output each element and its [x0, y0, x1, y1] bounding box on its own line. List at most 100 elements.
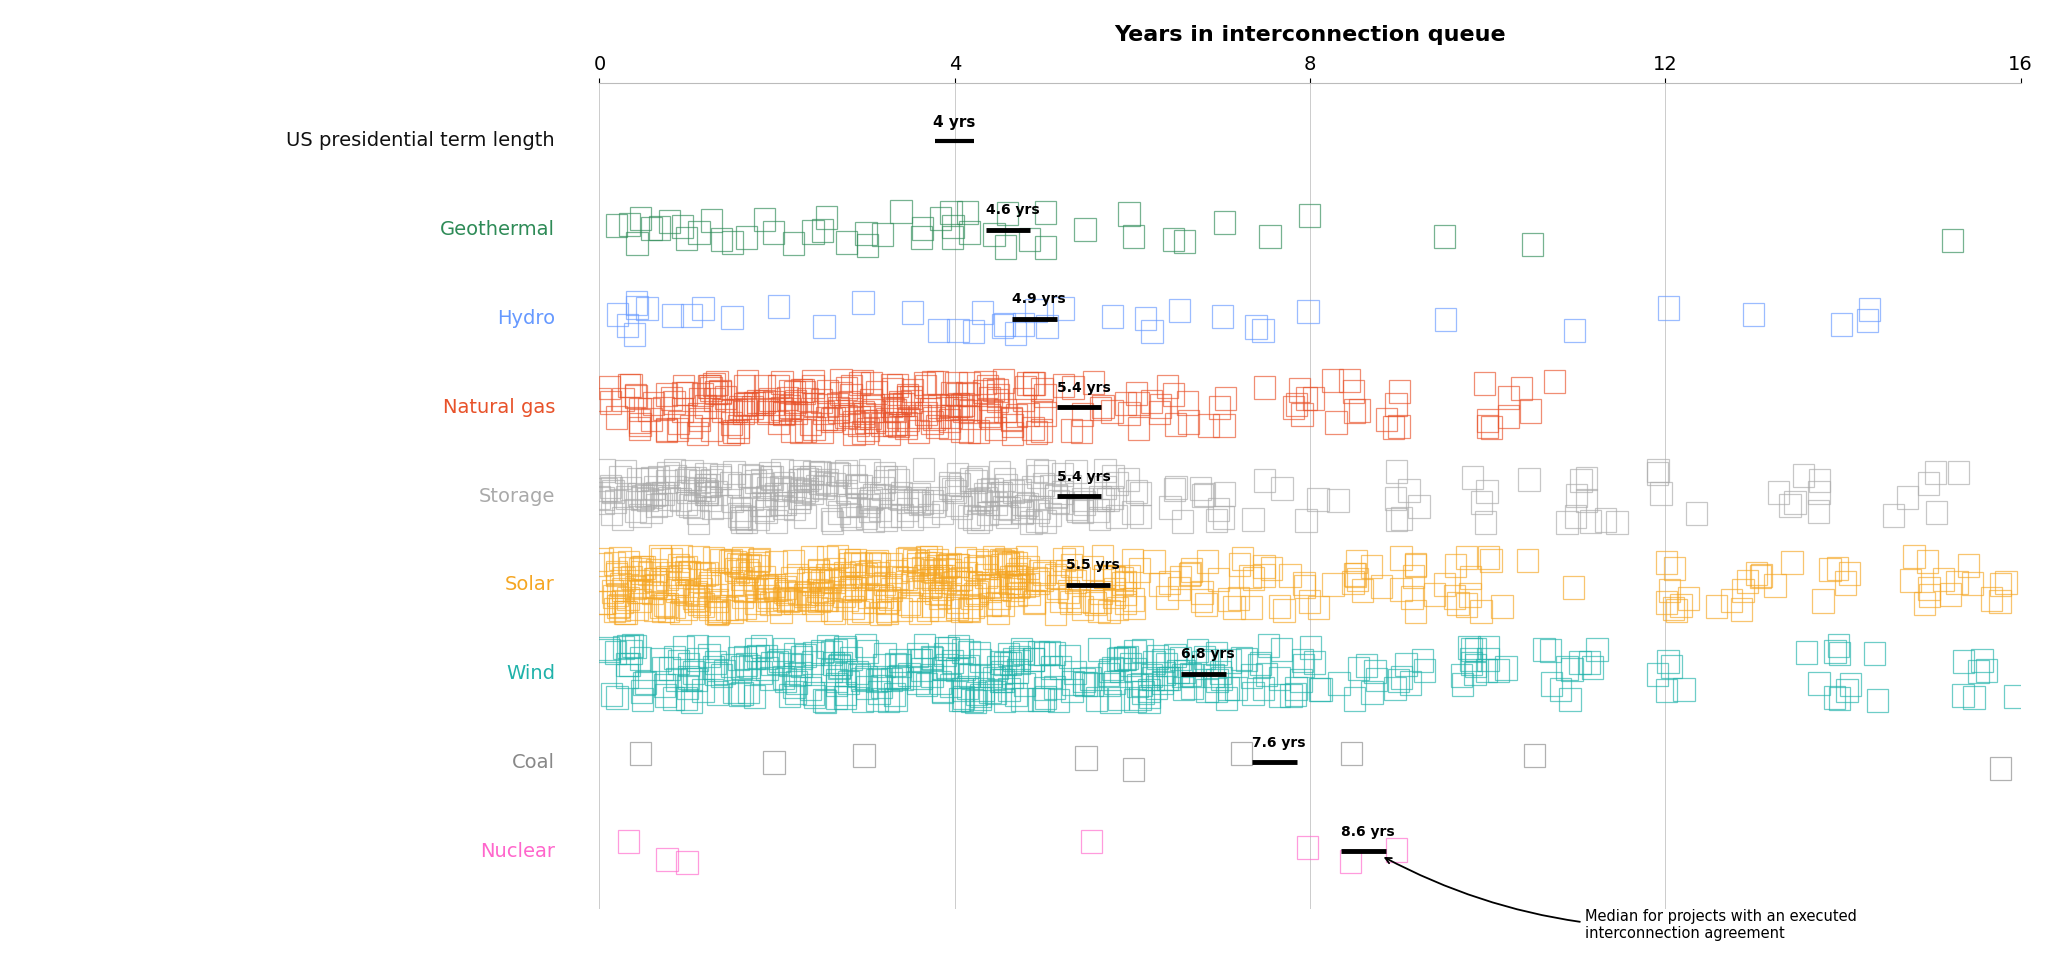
Bar — [719, 399, 739, 422]
Bar — [1004, 579, 1024, 602]
Bar — [967, 510, 989, 533]
Bar — [1808, 672, 1829, 695]
Bar — [952, 686, 975, 709]
Bar — [1171, 665, 1194, 687]
Bar — [795, 643, 817, 667]
Bar — [844, 596, 864, 619]
Bar — [745, 598, 768, 621]
Bar — [961, 689, 983, 712]
Bar — [952, 688, 973, 711]
Bar — [897, 412, 918, 435]
Bar — [1110, 659, 1130, 682]
Bar — [866, 381, 887, 404]
Bar — [788, 582, 809, 605]
Bar — [676, 850, 698, 873]
Bar — [895, 567, 918, 589]
Bar — [743, 571, 766, 594]
Bar — [958, 641, 979, 665]
Bar — [1239, 565, 1260, 587]
Bar — [1268, 595, 1290, 618]
Bar — [688, 408, 711, 431]
Bar — [981, 664, 1001, 687]
Bar — [752, 497, 774, 521]
Bar — [776, 386, 799, 410]
Bar — [817, 564, 838, 587]
Bar — [889, 393, 911, 416]
Bar — [1149, 394, 1171, 417]
Bar — [721, 654, 743, 677]
Bar — [1229, 553, 1249, 576]
Text: 4.6 yrs: 4.6 yrs — [985, 203, 1040, 217]
Bar — [733, 376, 756, 398]
Bar — [909, 649, 930, 672]
Bar — [807, 560, 829, 582]
Bar — [1303, 386, 1323, 410]
Bar — [856, 640, 879, 664]
Bar — [844, 411, 864, 434]
Bar — [727, 647, 750, 670]
Bar — [1655, 591, 1677, 614]
Bar — [668, 418, 688, 441]
Bar — [860, 406, 881, 429]
Bar — [930, 207, 950, 230]
Bar — [969, 419, 989, 442]
Bar — [1049, 490, 1069, 513]
Bar — [1075, 672, 1096, 696]
Bar — [856, 667, 877, 690]
Bar — [807, 579, 827, 602]
Bar — [709, 599, 729, 622]
Bar — [1991, 573, 2011, 596]
Bar — [1122, 587, 1145, 611]
Bar — [1171, 510, 1194, 533]
Bar — [1243, 682, 1264, 705]
Bar — [913, 635, 934, 658]
Bar — [1128, 558, 1151, 582]
Bar — [633, 556, 655, 580]
Bar — [1044, 676, 1065, 699]
Bar — [819, 569, 842, 592]
Bar — [657, 599, 678, 622]
Bar — [627, 292, 647, 315]
Bar — [922, 567, 942, 590]
Bar — [938, 410, 961, 433]
Bar — [1044, 484, 1067, 507]
Bar — [1053, 298, 1073, 321]
Bar — [836, 480, 858, 503]
Bar — [649, 647, 672, 670]
Bar — [922, 490, 944, 513]
Bar — [1065, 460, 1087, 483]
Bar — [799, 588, 821, 611]
Bar — [1010, 484, 1030, 507]
Bar — [932, 501, 954, 524]
Bar — [1831, 313, 1851, 336]
Bar — [598, 376, 621, 399]
Bar — [602, 480, 625, 503]
Bar — [1122, 549, 1143, 572]
Text: Wind: Wind — [506, 665, 555, 683]
Bar — [928, 585, 950, 609]
Bar — [803, 461, 823, 484]
Bar — [594, 459, 616, 482]
Bar — [1071, 596, 1094, 619]
Bar — [887, 566, 907, 589]
Bar — [993, 496, 1014, 519]
Bar — [940, 674, 961, 697]
Bar — [891, 598, 911, 621]
Bar — [797, 478, 817, 501]
Bar — [1290, 668, 1311, 692]
Bar — [784, 392, 805, 415]
Bar — [885, 574, 905, 597]
Bar — [629, 398, 651, 421]
Bar — [1104, 670, 1126, 694]
Bar — [989, 586, 1010, 610]
Bar — [1540, 672, 1563, 696]
Bar — [721, 412, 741, 435]
Bar — [1044, 642, 1065, 666]
Bar — [836, 663, 856, 686]
Bar — [844, 552, 866, 575]
Bar — [1012, 501, 1032, 524]
Bar — [1044, 602, 1067, 625]
Bar — [612, 590, 633, 613]
Bar — [840, 563, 862, 586]
Bar — [969, 688, 991, 710]
